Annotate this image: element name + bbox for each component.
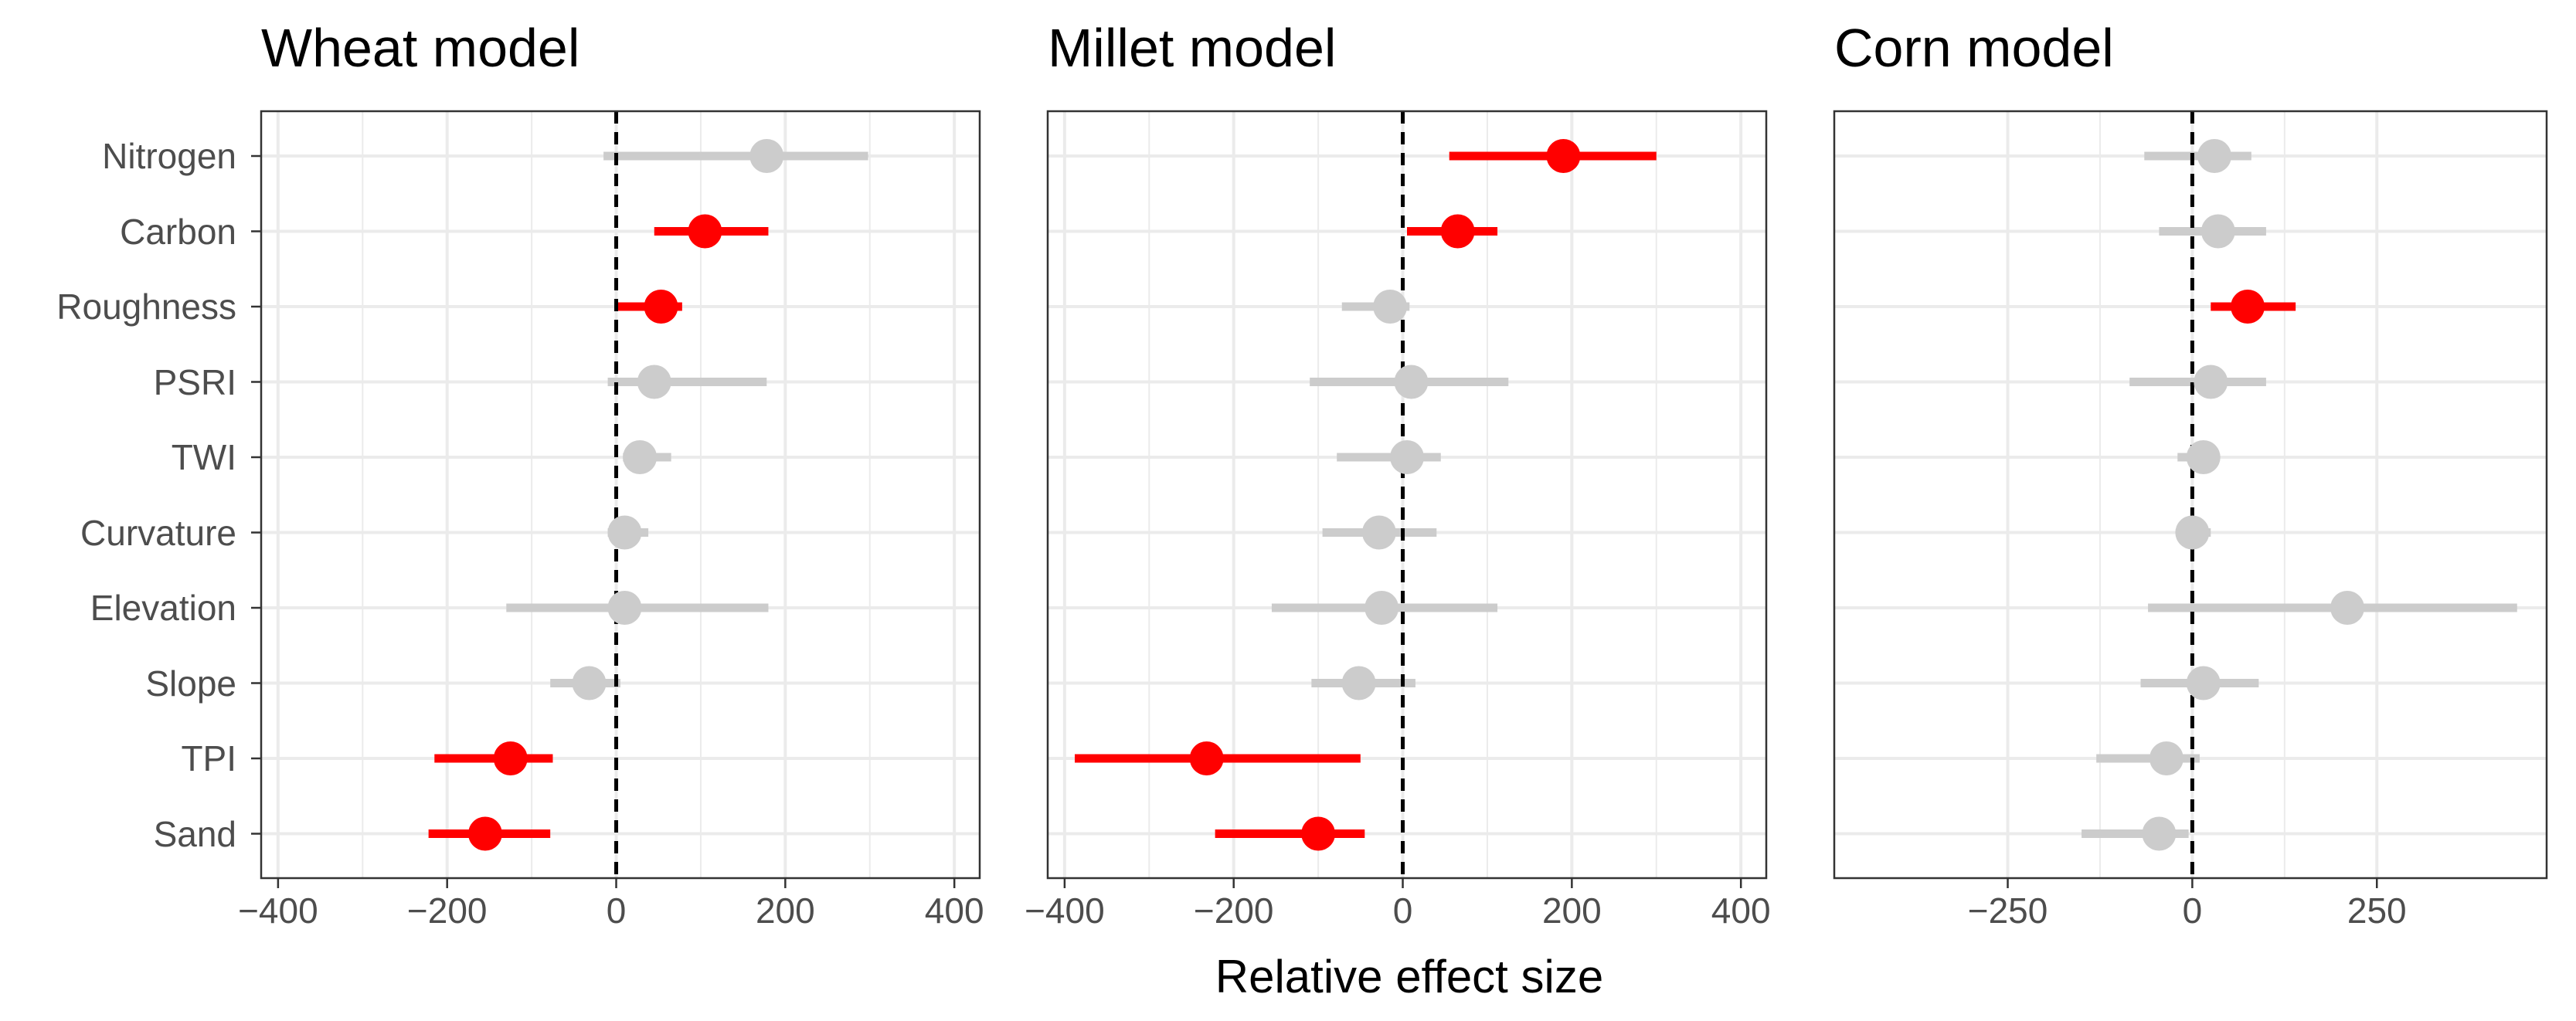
- millet-plot-background: [1048, 111, 1766, 878]
- millet-x-tick-label: 400: [1711, 890, 1771, 931]
- corn-estimate-point-curvature: [2175, 515, 2210, 550]
- corn-estimate-point-elevation: [2330, 591, 2365, 625]
- millet-panel: Millet model −400 −200 0 200 400: [1025, 18, 1770, 931]
- wheat-estimate-point-elevation: [607, 591, 642, 625]
- wheat-x-tick-label: −400: [238, 890, 318, 931]
- millet-estimate-point-psri: [1394, 365, 1429, 399]
- y-tick-label-curvature: Curvature: [80, 513, 236, 553]
- y-tick-label-carbon: Carbon: [120, 212, 236, 252]
- y-tick-label-roughness: Roughness: [56, 287, 236, 327]
- corn-estimate-point-slope: [2186, 666, 2221, 700]
- millet-estimate-point-slope: [1341, 666, 1376, 700]
- corn-x-tick-label: −250: [1968, 890, 2048, 931]
- millet-estimate-point-tpi: [1189, 741, 1224, 775]
- corn-estimate-point-twi: [2186, 440, 2221, 474]
- wheat-plot-border: [260, 110, 981, 880]
- wheat-estimate-point-twi: [623, 440, 658, 474]
- wheat-estimate-point-sand: [467, 816, 502, 851]
- wheat-estimate-point-curvature: [607, 515, 642, 550]
- millet-estimate-point-carbon: [1440, 214, 1475, 249]
- wheat-panel-title: Wheat model: [261, 18, 579, 78]
- corn-x-tick-label: 250: [2347, 890, 2407, 931]
- y-axis-variable-labels: Nitrogen Carbon Roughness PSRI TWI Curva…: [56, 136, 236, 854]
- wheat-x-tick-label: 400: [925, 890, 984, 931]
- corn-plot-border: [1833, 110, 2548, 880]
- wheat-plot-background: [261, 111, 980, 878]
- y-tick-label-sand: Sand: [154, 814, 236, 854]
- corn-estimate-point-nitrogen: [2197, 139, 2232, 173]
- y-tick-label-twi: TWI: [172, 437, 236, 477]
- corn-estimate-point-sand: [2142, 816, 2177, 851]
- millet-panel-title: Millet model: [1048, 18, 1336, 78]
- millet-x-tick-label: 200: [1542, 890, 1602, 931]
- wheat-panel: Wheat model Nitrogen Carbon Roughness PS…: [56, 18, 984, 931]
- corn-panel-title: Corn model: [1834, 18, 2114, 78]
- corn-x-axis: −250 0 250: [1968, 878, 2407, 931]
- wheat-marks: [428, 111, 868, 878]
- wheat-estimate-point-carbon: [688, 214, 722, 249]
- millet-estimate-point-nitrogen: [1546, 139, 1581, 173]
- wheat-estimate-point-nitrogen: [749, 139, 784, 173]
- millet-estimate-point-roughness: [1373, 290, 1408, 324]
- corn-estimate-point-tpi: [2149, 741, 2183, 775]
- millet-x-axis: −400 −200 0 200 400: [1025, 878, 1771, 931]
- millet-estimate-point-twi: [1390, 440, 1424, 474]
- y-tick-label-slope: Slope: [145, 663, 236, 704]
- millet-x-tick-label: −200: [1194, 890, 1274, 931]
- corn-panel: Corn model −250 0 250: [1833, 18, 2548, 931]
- corn-x-tick-label: 0: [2183, 890, 2203, 931]
- x-axis-title: Relative effect size: [1215, 951, 1603, 1002]
- wheat-estimate-point-tpi: [493, 741, 528, 775]
- millet-plot-border: [1046, 110, 1768, 880]
- wheat-x-tick-label: 0: [607, 890, 627, 931]
- corn-marks: [2082, 111, 2517, 878]
- wheat-estimate-point-psri: [637, 365, 671, 399]
- millet-x-tick-label: −400: [1025, 890, 1105, 931]
- wheat-x-axis: −400 −200 0 200 400: [238, 878, 984, 931]
- corn-estimate-point-carbon: [2200, 214, 2235, 249]
- y-tick-label-psri: PSRI: [154, 362, 236, 402]
- millet-estimate-point-elevation: [1364, 591, 1399, 625]
- wheat-x-tick-label: 200: [756, 890, 815, 931]
- wheat-estimate-point-slope: [572, 666, 607, 700]
- millet-estimate-point-curvature: [1361, 515, 1396, 550]
- millet-estimate-point-sand: [1301, 816, 1336, 851]
- corn-estimate-point-psri: [2194, 365, 2228, 399]
- wheat-y-tick-marks: [251, 154, 261, 835]
- millet-x-tick-label: 0: [1393, 890, 1413, 931]
- corn-estimate-point-roughness: [2231, 290, 2265, 324]
- y-tick-label-elevation: Elevation: [90, 588, 236, 628]
- y-tick-label-tpi: TPI: [181, 738, 236, 778]
- millet-marks: [1075, 111, 1657, 878]
- wheat-estimate-point-roughness: [644, 290, 678, 324]
- y-tick-label-nitrogen: Nitrogen: [102, 136, 236, 176]
- wheat-x-tick-label: −200: [407, 890, 488, 931]
